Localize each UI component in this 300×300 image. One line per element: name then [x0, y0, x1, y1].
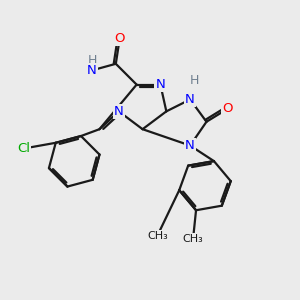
- Text: N: N: [155, 78, 165, 91]
- Text: N: N: [185, 139, 195, 152]
- Text: O: O: [114, 32, 125, 45]
- Text: Cl: Cl: [17, 142, 30, 155]
- Text: H: H: [87, 54, 97, 67]
- Text: CH₃: CH₃: [147, 231, 168, 241]
- Text: N: N: [185, 93, 195, 106]
- Text: N: N: [87, 64, 97, 77]
- Text: N: N: [114, 105, 124, 118]
- Text: CH₃: CH₃: [183, 234, 203, 244]
- Text: O: O: [222, 103, 232, 116]
- Text: H: H: [190, 74, 199, 87]
